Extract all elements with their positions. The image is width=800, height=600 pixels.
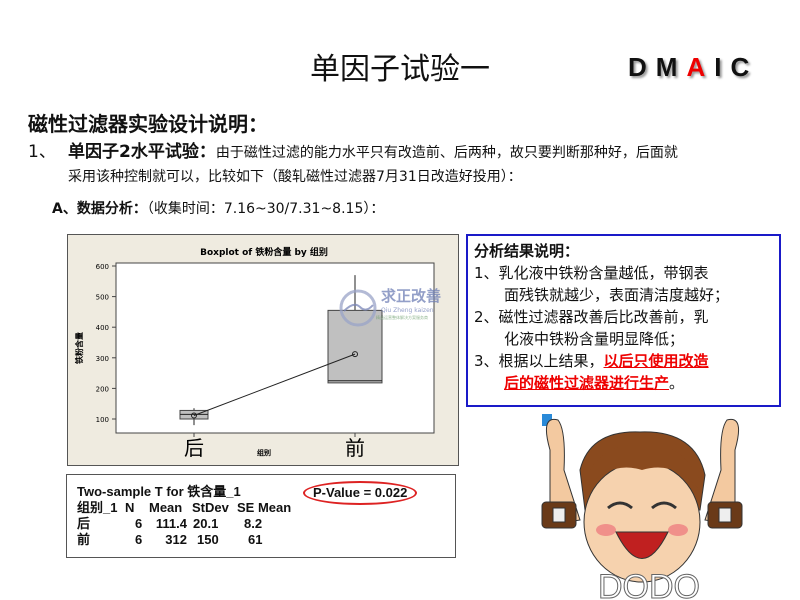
analysis-result-box: 分析结果说明： 1、乳化液中铁粉含量越低，带钢表 面残铁就越少，表面清洁度越好； …	[466, 234, 781, 407]
y-tick-label: 400	[96, 324, 109, 332]
x-tick-label: 前	[345, 436, 365, 460]
mean-connect-line	[193, 353, 356, 416]
y-tick-label: 200	[96, 385, 109, 393]
y-tick-label: 100	[96, 416, 109, 424]
stats-title: Two-sample T for 铁含量_1	[77, 484, 241, 499]
y-tick-label: 500	[96, 294, 109, 302]
item-1: 1、 单因子2水平试验：由于磁性过滤的能力水平只有改造前、后两种，故只要判断那种好…	[28, 142, 678, 185]
box-前	[327, 309, 383, 384]
y-tick-label: 600	[96, 263, 109, 271]
cartoon-thumbs-up-illustration: DODO	[541, 414, 743, 600]
cartoon-text: DODO	[598, 568, 700, 600]
mean-marker	[191, 412, 197, 419]
section-heading: 磁性过滤器实验设计说明：	[28, 112, 268, 136]
stats-row: 前 6 312 150 61	[77, 532, 263, 547]
stats-header: 组别_1 N Mean StDev SE Mean	[77, 500, 292, 515]
dmaic-logo: DMAIC	[628, 52, 759, 82]
watermark-logo: 求正改善 Qiu Zheng kaizen 精益运营整体解决方案服务商	[339, 287, 441, 327]
p-value: P-Value = 0.022	[303, 481, 418, 505]
svg-text:求正改善: 求正改善	[381, 287, 441, 305]
mean-marker	[352, 351, 358, 358]
y-tick-label: 300	[96, 355, 109, 363]
x-axis-label: 组别	[257, 448, 271, 457]
item-a: A、数据分析：（收集时间：7.16~30/7.31~8.15）：	[52, 201, 385, 217]
svg-text:精益运营整体解决方案服务商: 精益运营整体解决方案服务商	[376, 314, 428, 320]
chart-title: Boxplot of 铁粉含量 by 组别	[200, 246, 328, 258]
stats-row: 后 6 111.4 20.1 8.2	[77, 516, 263, 531]
boxplot-chart: Boxplot of 铁粉含量 by 组别 铁粉含量 组别 100 200 300 4…	[67, 234, 459, 466]
svg-text:Qiu Zheng kaizen: Qiu Zheng kaizen	[381, 307, 434, 314]
y-axis-label: 铁粉含量	[74, 332, 84, 364]
x-tick-label: 后	[184, 436, 204, 460]
t-test-output: Two-sample T for 铁含量_1 P-Value = 0.022 组…	[66, 474, 456, 558]
slide-title: 单因子试验一	[310, 52, 490, 87]
